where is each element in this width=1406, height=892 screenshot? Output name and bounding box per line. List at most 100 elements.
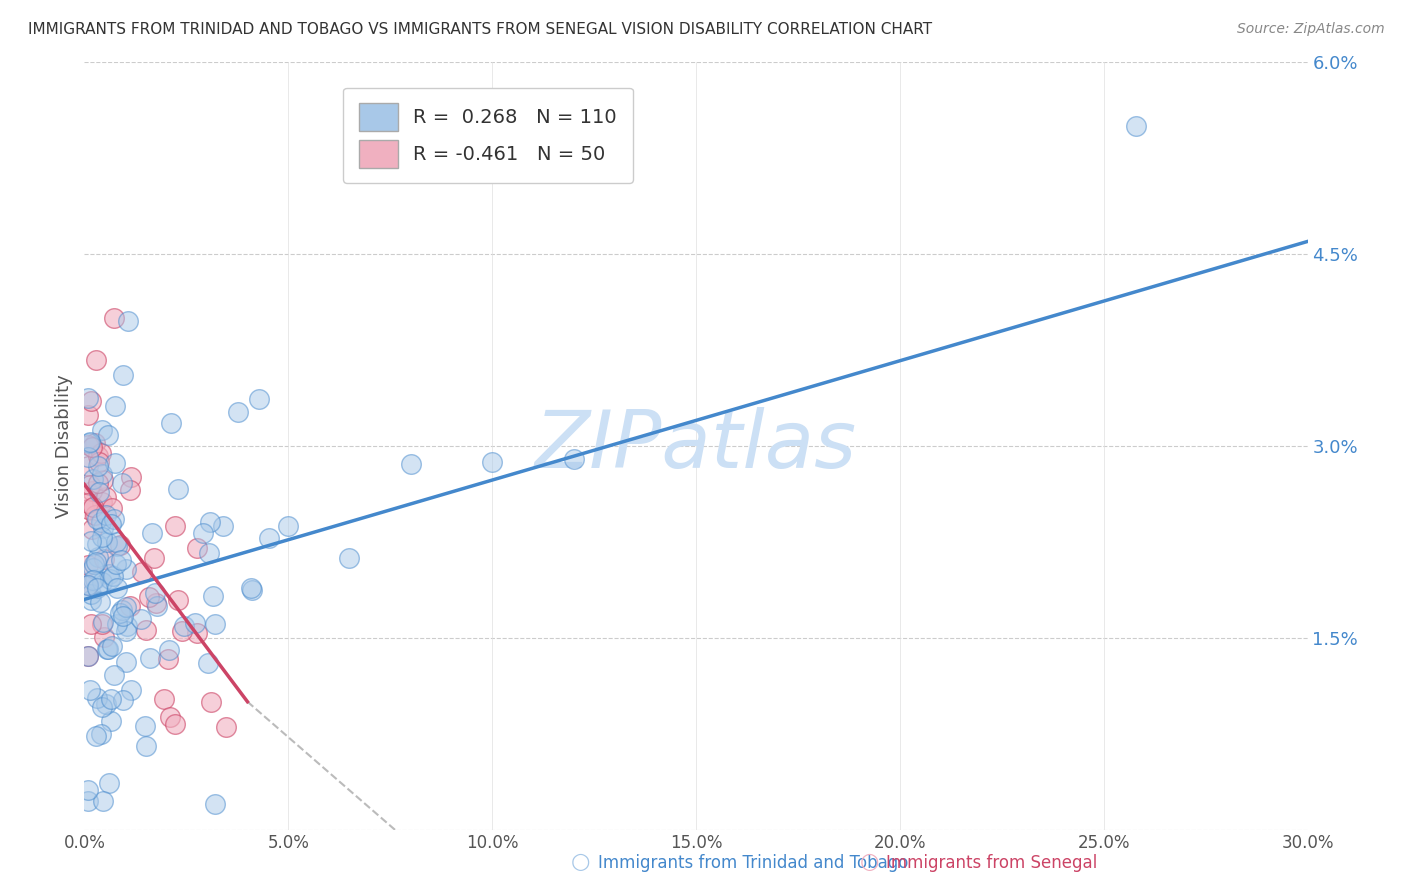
Point xyxy=(86,537,108,551)
Point xyxy=(160,417,183,431)
Point xyxy=(98,572,121,586)
Text: IMMIGRANTS FROM TRINIDAD AND TOBAGO VS IMMIGRANTS FROM SENEGAL VISION DISABILITY: IMMIGRANTS FROM TRINIDAD AND TOBAGO VS I… xyxy=(28,22,932,37)
Point xyxy=(91,521,114,535)
Point xyxy=(135,623,157,637)
Point xyxy=(97,641,120,656)
Point xyxy=(115,624,138,638)
Point xyxy=(240,583,263,598)
Point xyxy=(101,569,124,583)
Point xyxy=(165,716,187,731)
Point xyxy=(184,616,207,631)
Point xyxy=(131,565,153,579)
Point xyxy=(117,314,139,328)
Point xyxy=(80,440,103,454)
Point xyxy=(101,639,124,653)
Point xyxy=(239,581,262,595)
Point xyxy=(91,616,114,631)
Point xyxy=(87,549,110,564)
Point xyxy=(120,599,142,614)
Point xyxy=(111,609,134,624)
Point xyxy=(143,551,166,566)
Point xyxy=(91,530,114,544)
Point xyxy=(145,596,167,610)
Point xyxy=(131,612,153,626)
Text: Immigrants from Senegal: Immigrants from Senegal xyxy=(886,855,1097,872)
Point xyxy=(77,435,100,450)
Point xyxy=(115,599,138,614)
Point xyxy=(86,690,108,705)
Point xyxy=(204,797,226,811)
Point xyxy=(87,450,110,464)
Point xyxy=(93,552,115,566)
Point xyxy=(105,534,128,549)
Point xyxy=(110,607,132,621)
Point xyxy=(77,578,100,592)
Y-axis label: Vision Disability: Vision Disability xyxy=(55,374,73,518)
Point xyxy=(100,692,122,706)
Point xyxy=(153,692,176,706)
Point xyxy=(89,455,111,469)
Point xyxy=(84,436,107,450)
Point xyxy=(97,427,120,442)
Point xyxy=(82,484,104,499)
Point xyxy=(1125,120,1147,134)
Point xyxy=(165,519,187,533)
Point xyxy=(103,512,125,526)
Text: Source: ZipAtlas.com: Source: ZipAtlas.com xyxy=(1237,22,1385,37)
Point xyxy=(87,475,110,490)
Point xyxy=(77,450,100,465)
Point xyxy=(96,490,118,504)
Point xyxy=(105,581,128,595)
Point xyxy=(82,561,104,575)
Point xyxy=(135,739,157,753)
Point xyxy=(77,577,100,591)
Point xyxy=(100,516,122,531)
Point xyxy=(339,551,361,566)
Point xyxy=(115,619,138,633)
Point xyxy=(562,452,585,467)
Point xyxy=(120,483,142,497)
Point xyxy=(211,519,233,533)
Point xyxy=(94,508,117,523)
Point xyxy=(77,408,100,422)
Point xyxy=(172,624,194,638)
Point xyxy=(110,538,132,552)
Point xyxy=(105,557,128,571)
Point xyxy=(86,512,108,526)
Text: ZIPatlas: ZIPatlas xyxy=(534,407,858,485)
Point xyxy=(94,697,117,711)
Point xyxy=(215,720,238,734)
Point xyxy=(98,566,121,581)
Point xyxy=(84,352,107,367)
Point xyxy=(481,455,503,469)
Point xyxy=(87,458,110,473)
Point xyxy=(141,525,163,540)
Point xyxy=(83,557,105,571)
Point xyxy=(77,458,100,473)
Point xyxy=(91,615,114,630)
Point xyxy=(111,475,134,490)
Point xyxy=(77,648,100,663)
Point xyxy=(77,391,100,405)
Point xyxy=(84,729,107,743)
Point xyxy=(77,502,100,516)
Point xyxy=(90,515,112,529)
Point xyxy=(90,446,112,460)
Point xyxy=(83,508,105,523)
Point xyxy=(100,714,122,729)
Point xyxy=(77,558,100,573)
Point xyxy=(77,793,100,807)
Point xyxy=(80,593,103,607)
Point xyxy=(257,531,280,545)
Point xyxy=(157,652,180,666)
Point xyxy=(114,562,136,576)
Point xyxy=(399,457,422,471)
Point xyxy=(120,682,142,697)
Point xyxy=(115,656,138,670)
Point xyxy=(200,695,222,709)
Point xyxy=(90,727,112,741)
Point xyxy=(91,467,114,481)
Point xyxy=(197,657,219,671)
Point xyxy=(84,555,107,569)
Point xyxy=(80,533,103,548)
